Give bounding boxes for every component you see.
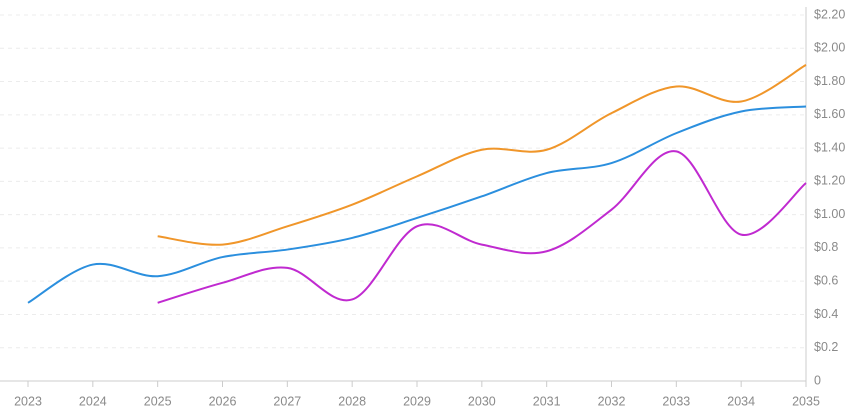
y-tick-label: $0.6 — [814, 273, 838, 287]
line — [157, 64, 807, 246]
y-tick-label: $1.20 — [814, 174, 845, 188]
x-tick-label: 2028 — [338, 394, 366, 408]
x-tick-label: 2032 — [598, 394, 626, 408]
y-tick-label: $0.4 — [814, 307, 838, 321]
x-tick-label: 2026 — [209, 394, 237, 408]
y-tick-label: $2.20 — [814, 7, 845, 21]
y-tick-label: $0.2 — [814, 340, 838, 354]
x-tick-label: 2024 — [79, 394, 107, 408]
x-tick-label: 2025 — [144, 394, 172, 408]
y-tick-label: $1.00 — [814, 207, 845, 221]
y-tick-label: 0 — [814, 373, 821, 387]
y-tick-label: $1.80 — [814, 74, 845, 88]
y-tick-label: $0.8 — [814, 240, 838, 254]
x-tick-label: 2034 — [727, 394, 755, 408]
x-tick-label: 2031 — [533, 394, 561, 408]
y-tick-label: $2.00 — [814, 41, 845, 55]
x-tick-label: 2029 — [403, 394, 431, 408]
line — [27, 105, 807, 304]
x-tick-label: 2023 — [14, 394, 42, 408]
x-tick-label: 2033 — [662, 394, 690, 408]
line — [157, 150, 807, 304]
x-tick-label: 2027 — [273, 394, 301, 408]
y-tick-label: $1.40 — [814, 140, 845, 154]
x-tick-label: 2035 — [792, 394, 820, 408]
x-tick-label: 2030 — [468, 394, 496, 408]
y-tick-label: $1.60 — [814, 107, 845, 121]
